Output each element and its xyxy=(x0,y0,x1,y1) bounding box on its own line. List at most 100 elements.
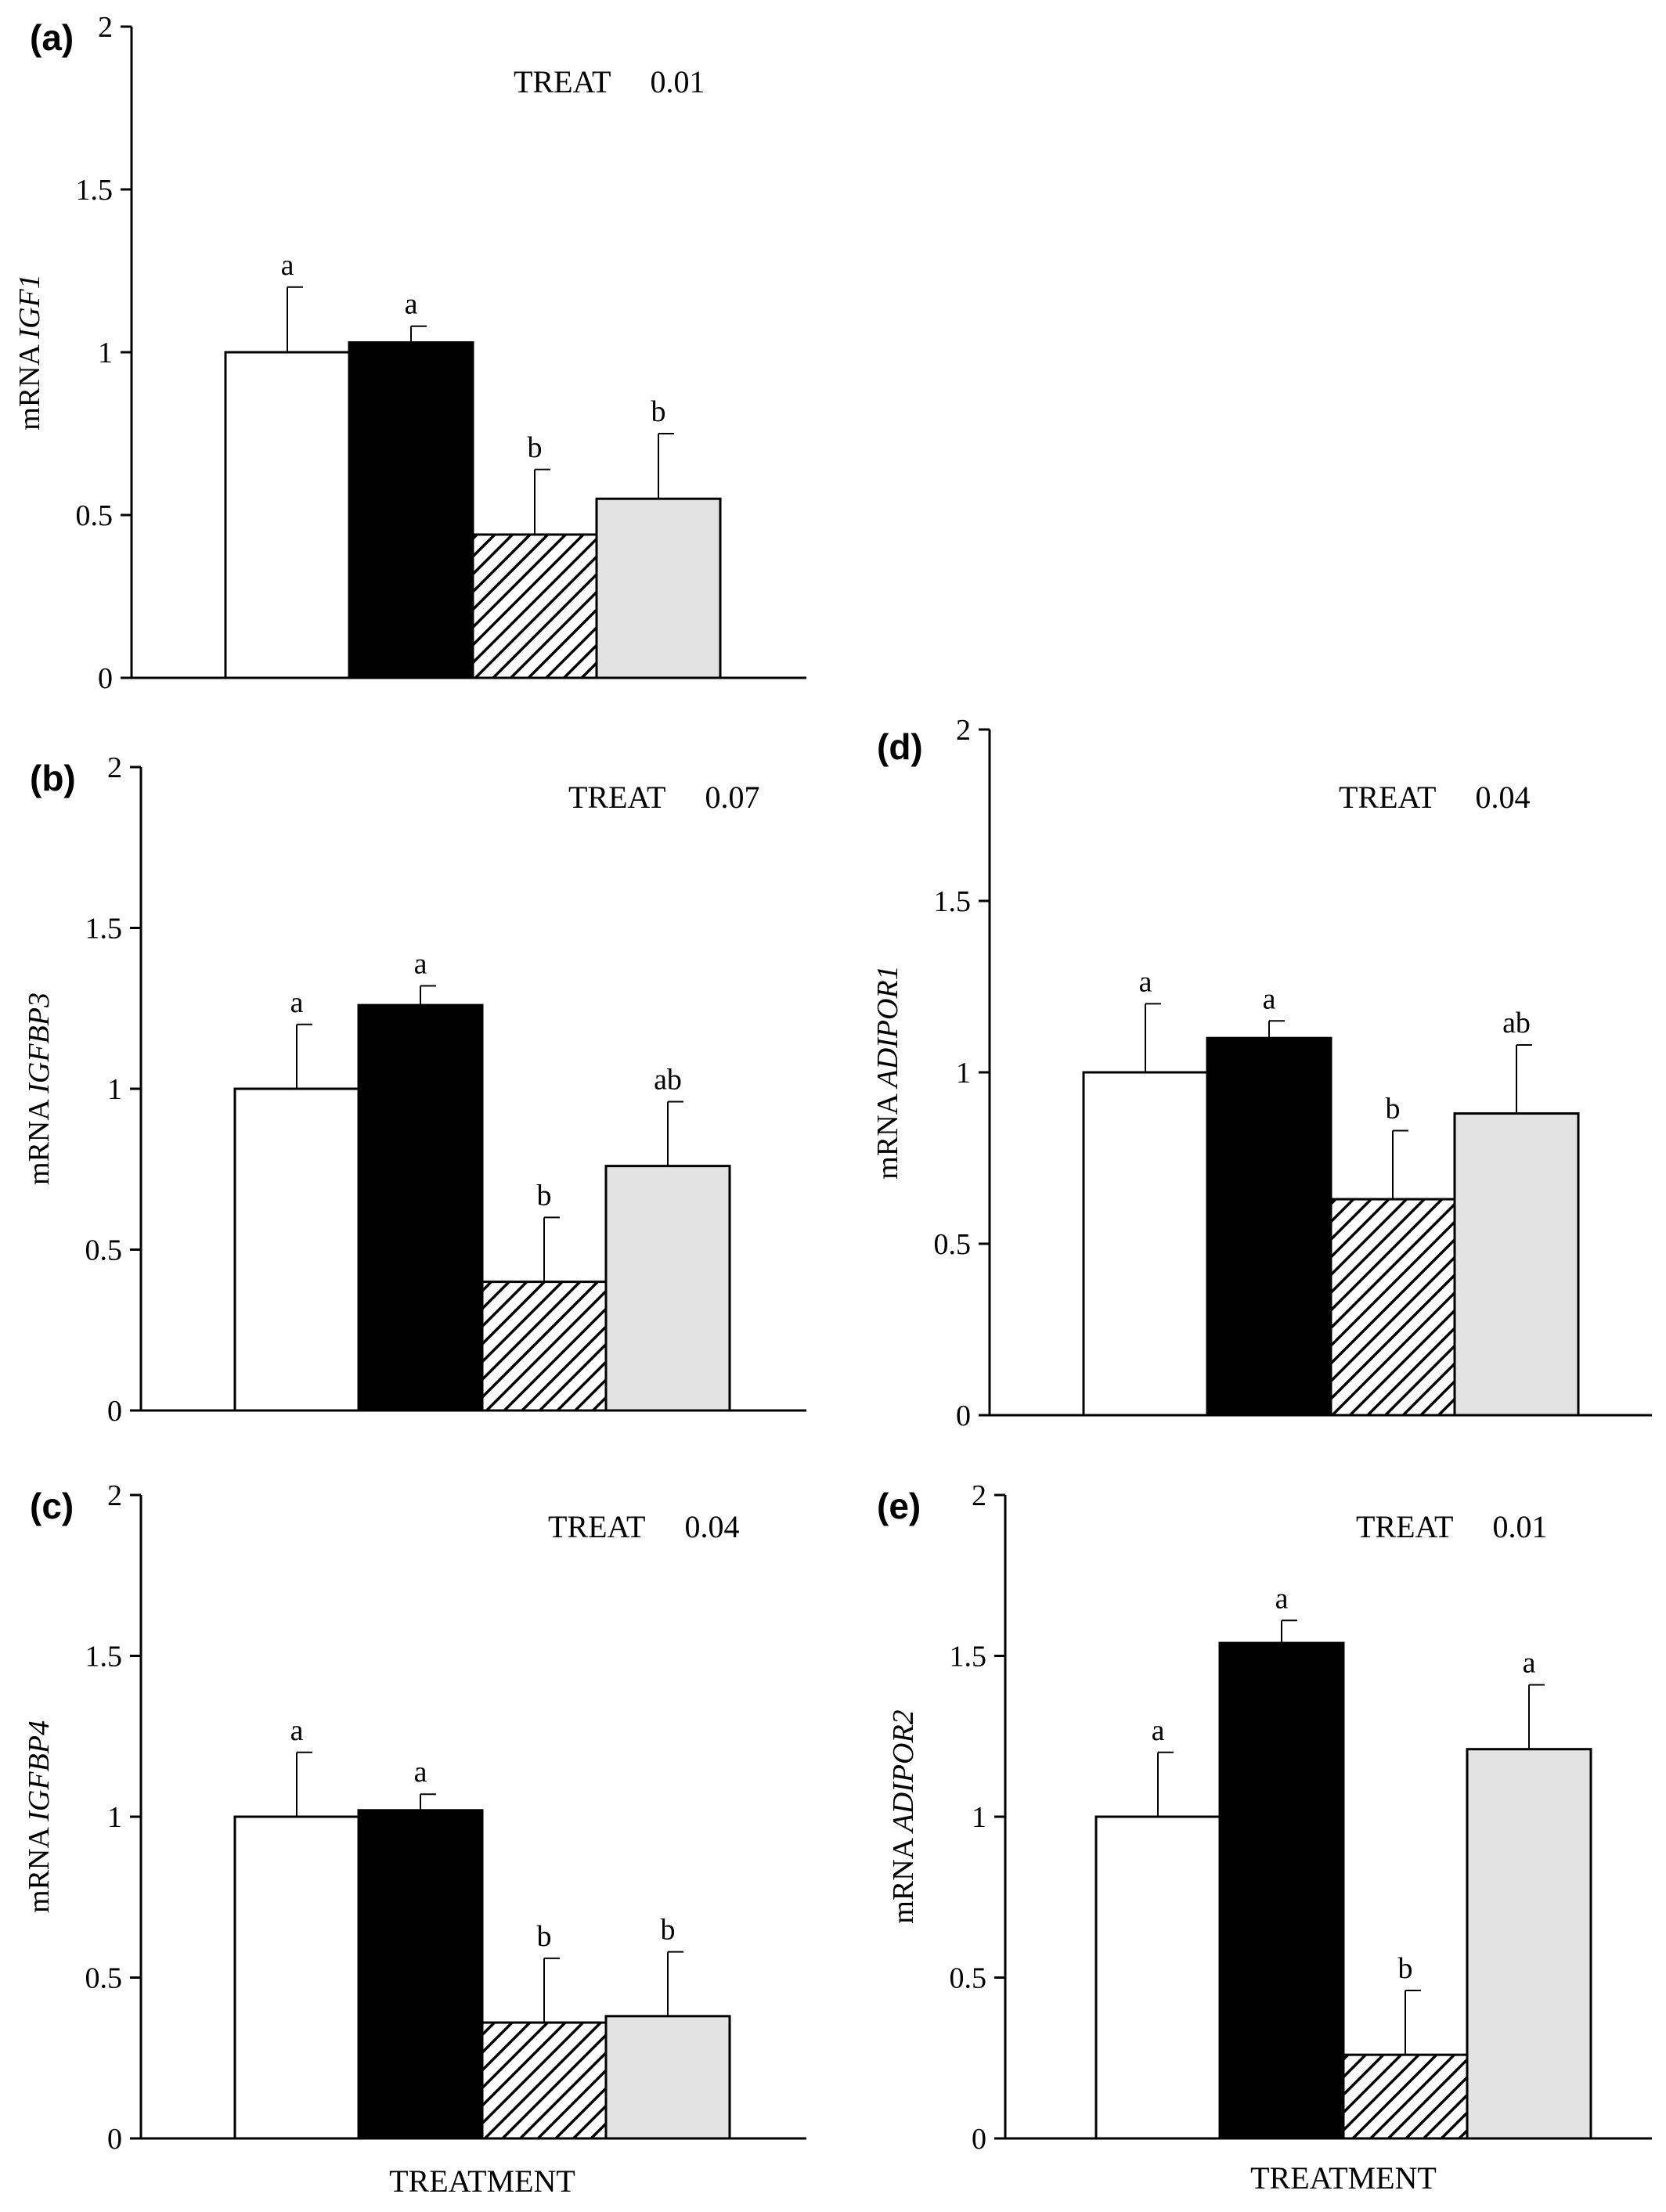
bar xyxy=(1218,1641,1345,2140)
panel-a: (a) 0 0.5 1 1.5 2 mRNA IGF1 TREAT 0.01 a a b b xyxy=(13,11,806,695)
bar xyxy=(348,341,474,679)
significance-letter: a xyxy=(405,288,418,321)
y-tick-label: 0 xyxy=(956,1400,971,1432)
bar xyxy=(471,533,598,679)
significance-letter: b xyxy=(661,1914,676,1947)
significance-letter: a xyxy=(1263,982,1276,1015)
y-tick-label: 0.5 xyxy=(76,499,114,532)
panel-label: (b) xyxy=(30,758,76,798)
panel-label: (c) xyxy=(30,1486,74,1526)
y-tick-label: 1 xyxy=(107,1073,122,1106)
significance-letter: a xyxy=(290,1714,304,1747)
y-axis-label-prefix: mRNA xyxy=(887,1832,920,1923)
panel-label: (a) xyxy=(30,17,74,58)
bar xyxy=(233,1815,360,2140)
significance-letter: a xyxy=(414,947,427,980)
y-tick-label: 0.5 xyxy=(85,1962,123,1995)
x-axis-label: TREATMENT xyxy=(1250,2160,1437,2196)
y-axis-label: mRNA ADIPOR2 xyxy=(887,1709,920,1923)
treat-label: TREAT xyxy=(514,64,611,99)
treat-label: TREAT xyxy=(1356,1509,1453,1544)
y-tick-label: 2 xyxy=(98,11,113,44)
bar xyxy=(224,351,351,679)
y-tick-label: 1.5 xyxy=(85,913,123,946)
panel-c: (c) 0 0.5 1 1.5 2 mRNA IGFBP4 TREAT 0.04 a a b b TREA… xyxy=(23,1479,806,2199)
y-axis-label: mRNA ADIPOR1 xyxy=(871,965,904,1179)
bar xyxy=(595,497,722,679)
significance-letter: b xyxy=(537,1179,552,1212)
significance-letter: ab xyxy=(654,1063,682,1096)
bar xyxy=(357,1809,484,2140)
bar xyxy=(357,1003,484,1412)
y-axis-label-prefix: mRNA xyxy=(23,1821,56,1913)
bar xyxy=(604,2015,731,2140)
y-tick-label: 0 xyxy=(972,2123,986,2156)
significance-letter: a xyxy=(1275,1582,1289,1615)
treat-label: TREAT xyxy=(1339,780,1436,815)
y-tick-label: 0 xyxy=(98,662,113,695)
y-tick-label: 0.5 xyxy=(950,1962,987,1995)
y-tick-label: 1 xyxy=(107,1801,122,1834)
treat-p-value: 0.07 xyxy=(705,780,759,815)
significance-letter: a xyxy=(1523,1646,1536,1679)
y-tick-label: 0 xyxy=(107,2123,122,2156)
bar xyxy=(1206,1036,1332,1417)
bar xyxy=(1082,1071,1209,1417)
y-tick-label: 1.5 xyxy=(76,174,114,207)
y-axis-label: mRNA IGFBP4 xyxy=(23,1720,56,1913)
bar xyxy=(604,1165,731,1412)
y-tick-label: 1.5 xyxy=(85,1641,123,1673)
treat-p-value: 0.01 xyxy=(650,64,705,99)
treat-p-value: 0.01 xyxy=(1492,1509,1547,1544)
bar xyxy=(1453,1112,1580,1417)
y-tick-label: 0.5 xyxy=(934,1228,972,1261)
bar xyxy=(1094,1815,1221,2140)
y-axis-label-prefix: mRNA xyxy=(871,1087,904,1179)
treat-annotation: TREAT 0.04 xyxy=(1339,780,1530,815)
y-axis-label: mRNA IGFBP3 xyxy=(23,993,56,1185)
y-axis-label: mRNA IGF1 xyxy=(13,274,46,431)
significance-letter: b xyxy=(528,431,543,464)
y-axis-label-gene: ADIPOR2 xyxy=(887,1709,920,1834)
significance-letter: a xyxy=(281,249,294,282)
bar xyxy=(481,2021,608,2140)
treat-label: TREAT xyxy=(548,1509,645,1544)
treat-annotation: TREAT 0.01 xyxy=(514,64,705,99)
bar xyxy=(1329,1198,1456,1417)
x-axis-label: TREATMENT xyxy=(389,2163,575,2199)
y-axis-label-gene: IGFBP3 xyxy=(23,993,56,1094)
y-axis-label-gene: IGF1 xyxy=(13,274,46,339)
treat-annotation: TREAT 0.01 xyxy=(1356,1509,1547,1544)
panel-label: (e) xyxy=(877,1486,921,1526)
significance-letter: ab xyxy=(1502,1007,1531,1039)
significance-letter: a xyxy=(290,986,304,1019)
y-tick-label: 2 xyxy=(107,751,122,784)
y-tick-label: 0.5 xyxy=(85,1234,123,1267)
panel-label: (d) xyxy=(877,726,923,767)
significance-letter: b xyxy=(651,395,666,428)
treat-p-value: 0.04 xyxy=(1475,780,1530,815)
y-axis-label-prefix: mRNA xyxy=(13,339,46,431)
y-axis-label-gene: ADIPOR1 xyxy=(871,965,904,1090)
significance-letter: a xyxy=(1139,965,1152,998)
y-tick-label: 2 xyxy=(107,1479,122,1512)
significance-letter: a xyxy=(1152,1714,1165,1747)
y-axis-label-gene: IGFBP4 xyxy=(23,1720,56,1822)
significance-letter: a xyxy=(414,1756,427,1789)
significance-letter: b xyxy=(537,1920,552,1953)
y-axis-label-prefix: mRNA xyxy=(23,1093,56,1185)
y-tick-label: 1 xyxy=(98,337,113,369)
y-tick-label: 1 xyxy=(972,1801,986,1834)
bar xyxy=(1466,1748,1592,2140)
bar xyxy=(1342,2053,1469,2140)
bar xyxy=(233,1087,360,1412)
y-tick-label: 2 xyxy=(972,1479,986,1512)
y-tick-label: 0 xyxy=(107,1395,122,1428)
y-tick-label: 1.5 xyxy=(950,1641,987,1673)
treat-p-value: 0.04 xyxy=(684,1509,739,1544)
treat-annotation: TREAT 0.07 xyxy=(568,780,759,815)
panel-e: (e) 0 0.5 1 1.5 2 mRNA ADIPOR2 TREAT 0.01 a a b a TRE… xyxy=(877,1479,1652,2196)
